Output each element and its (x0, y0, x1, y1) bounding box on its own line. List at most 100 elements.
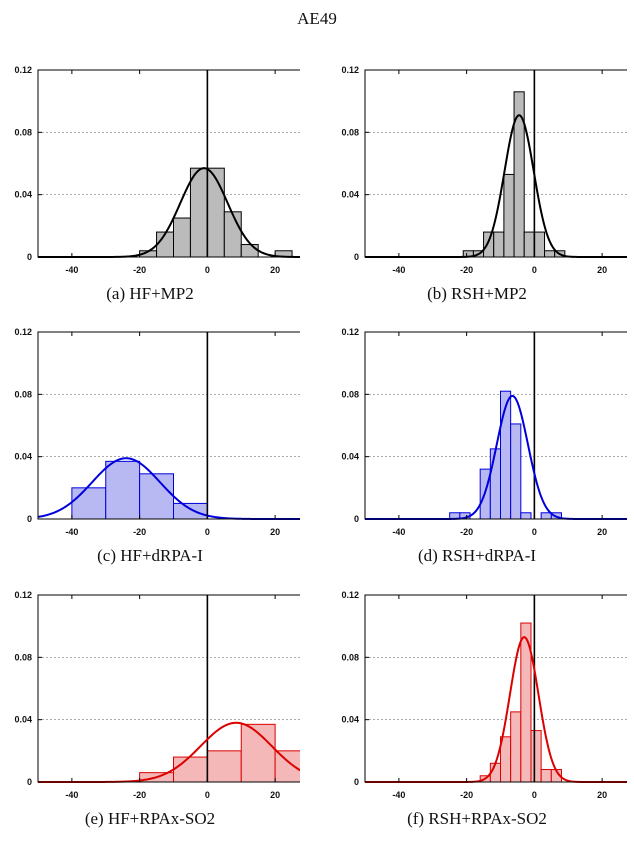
figure-title: AE49 (297, 9, 337, 28)
histogram-bar (510, 711, 522, 783)
x-tick-label: 20 (270, 790, 280, 800)
chart-panel-a: 0 0.04 0.08 0.12 -40 -20 0 20 (a) HF+MP2 (0, 52, 300, 320)
y-tick-label: 0.08 (341, 389, 359, 399)
x-tick-label: 20 (270, 527, 280, 537)
histogram-svg-c: 0 0.04 0.08 0.12 -40 -20 0 20 (14, 327, 300, 537)
histogram-bar (510, 423, 522, 520)
y-tick-label: 0 (27, 252, 32, 262)
histogram-bar (139, 473, 174, 520)
histogram-svg-e: 0 0.04 0.08 0.12 -40 -20 0 20 (14, 590, 300, 800)
histogram-bar (483, 231, 495, 258)
histogram-svg-d: 0 0.04 0.08 0.12 -40 -20 0 20 (341, 327, 627, 537)
y-tick-label: 0.12 (341, 65, 359, 75)
y-tick-label: 0.08 (14, 652, 32, 662)
histogram-bar (493, 231, 505, 258)
gaussian-fit-curve (365, 635, 627, 783)
chart-panel-e: 0 0.04 0.08 0.12 -40 -20 0 20 (e) HF+RPAx-SO2 (0, 577, 300, 845)
chart-panel-b: 0 0.04 0.08 0.12 -40 -20 0 20 (b) RSH+MP2 (327, 52, 627, 320)
y-tick-label: 0.04 (14, 715, 32, 725)
chart-panel-c: 0 0.04 0.08 0.12 -40 -20 0 20 (c) HF+dRPA-I (0, 314, 300, 582)
x-tick-label: -40 (65, 265, 78, 275)
histogram-bar (71, 487, 107, 520)
x-tick-label: 0 (532, 527, 537, 537)
plot-frame (364, 69, 627, 258)
chart-panel-d: 0 0.04 0.08 0.12 -40 -20 0 20 (d) RSH+dRPA-I (327, 314, 627, 582)
y-tick-label: 0.08 (341, 127, 359, 137)
x-tick-label: -40 (392, 527, 405, 537)
y-tick-label: 0.04 (341, 190, 359, 200)
y-tick-label: 0.08 (14, 127, 32, 137)
histogram-bar (540, 512, 552, 520)
y-tick-label: 0 (354, 777, 359, 787)
y-tick-label: 0.12 (341, 327, 359, 337)
plot-frame (364, 331, 627, 520)
x-tick-label: -40 (392, 265, 405, 275)
x-tick-label: 0 (205, 790, 210, 800)
histogram-bar (544, 250, 556, 258)
panel-caption-c: (c) HF+dRPA-I (97, 546, 203, 565)
panel-caption-e: (e) HF+RPAx-SO2 (84, 809, 216, 828)
x-tick-label: -20 (133, 790, 146, 800)
histogram-bar (173, 217, 191, 258)
x-tick-label: -40 (65, 790, 78, 800)
histogram-bar (173, 502, 208, 520)
plot-frame (364, 594, 627, 783)
histogram-bar (513, 91, 525, 258)
x-tick-label: 20 (597, 527, 607, 537)
y-tick-label: 0 (354, 252, 359, 262)
panel-caption-b: (b) RSH+MP2 (427, 284, 527, 303)
y-tick-label: 0.12 (341, 590, 359, 600)
histogram-bar (274, 750, 300, 783)
histogram-bar (189, 167, 208, 258)
histogram-svg-f: 0 0.04 0.08 0.12 -40 -20 0 20 (341, 590, 627, 800)
x-tick-label: 0 (532, 265, 537, 275)
plot-frame (37, 594, 300, 783)
histogram-bar (105, 460, 141, 520)
histogram-bar (520, 512, 532, 520)
x-tick-label: 0 (205, 527, 210, 537)
y-tick-label: 0.12 (14, 590, 32, 600)
x-tick-label: 0 (205, 265, 210, 275)
y-tick-label: 0.04 (341, 452, 359, 462)
histogram-bar (173, 756, 208, 783)
histogram-bar (240, 244, 259, 258)
histogram-bar (540, 769, 552, 783)
x-tick-label: -40 (392, 790, 405, 800)
x-tick-label: -20 (460, 265, 473, 275)
histogram-svg-a: 0 0.04 0.08 0.12 -40 -20 0 20 (14, 65, 300, 275)
x-tick-label: -20 (460, 790, 473, 800)
x-tick-label: 0 (532, 790, 537, 800)
histogram-bar (206, 750, 242, 783)
plot-frame (37, 331, 300, 520)
x-tick-label: -20 (133, 265, 146, 275)
x-tick-label: -40 (65, 527, 78, 537)
x-tick-label: 20 (270, 265, 280, 275)
histogram-bar (533, 231, 546, 258)
x-tick-label: 20 (597, 790, 607, 800)
y-tick-label: 0.04 (341, 715, 359, 725)
y-tick-label: 0.12 (14, 327, 32, 337)
histogram-bar (503, 173, 515, 258)
y-tick-label: 0.08 (341, 652, 359, 662)
y-tick-label: 0 (27, 777, 32, 787)
y-tick-label: 0 (354, 514, 359, 524)
histogram-bar (206, 167, 225, 258)
panel-caption-a: (a) HF+MP2 (106, 284, 194, 303)
plot-frame (37, 69, 300, 258)
histogram-bar (223, 211, 242, 258)
histogram-svg-b: 0 0.04 0.08 0.12 -40 -20 0 20 (341, 65, 627, 275)
x-tick-label: -20 (460, 527, 473, 537)
y-tick-label: 0.08 (14, 389, 32, 399)
histogram-bar (489, 448, 501, 520)
y-tick-label: 0.12 (14, 65, 32, 75)
histogram-bar (530, 730, 542, 783)
chart-panel-f: 0 0.04 0.08 0.12 -40 -20 0 20 (f) RSH+RPAx-SO2 (327, 577, 627, 845)
panel-caption-d: (d) RSH+dRPA-I (417, 546, 537, 565)
y-tick-label: 0.04 (14, 452, 32, 462)
y-tick-label: 0.04 (14, 190, 32, 200)
panel-caption-f: (f) RSH+RPAx-SO2 (407, 809, 547, 828)
x-tick-label: -20 (133, 527, 146, 537)
y-tick-label: 0 (27, 514, 32, 524)
x-tick-label: 20 (597, 265, 607, 275)
histogram-bar (523, 231, 535, 258)
